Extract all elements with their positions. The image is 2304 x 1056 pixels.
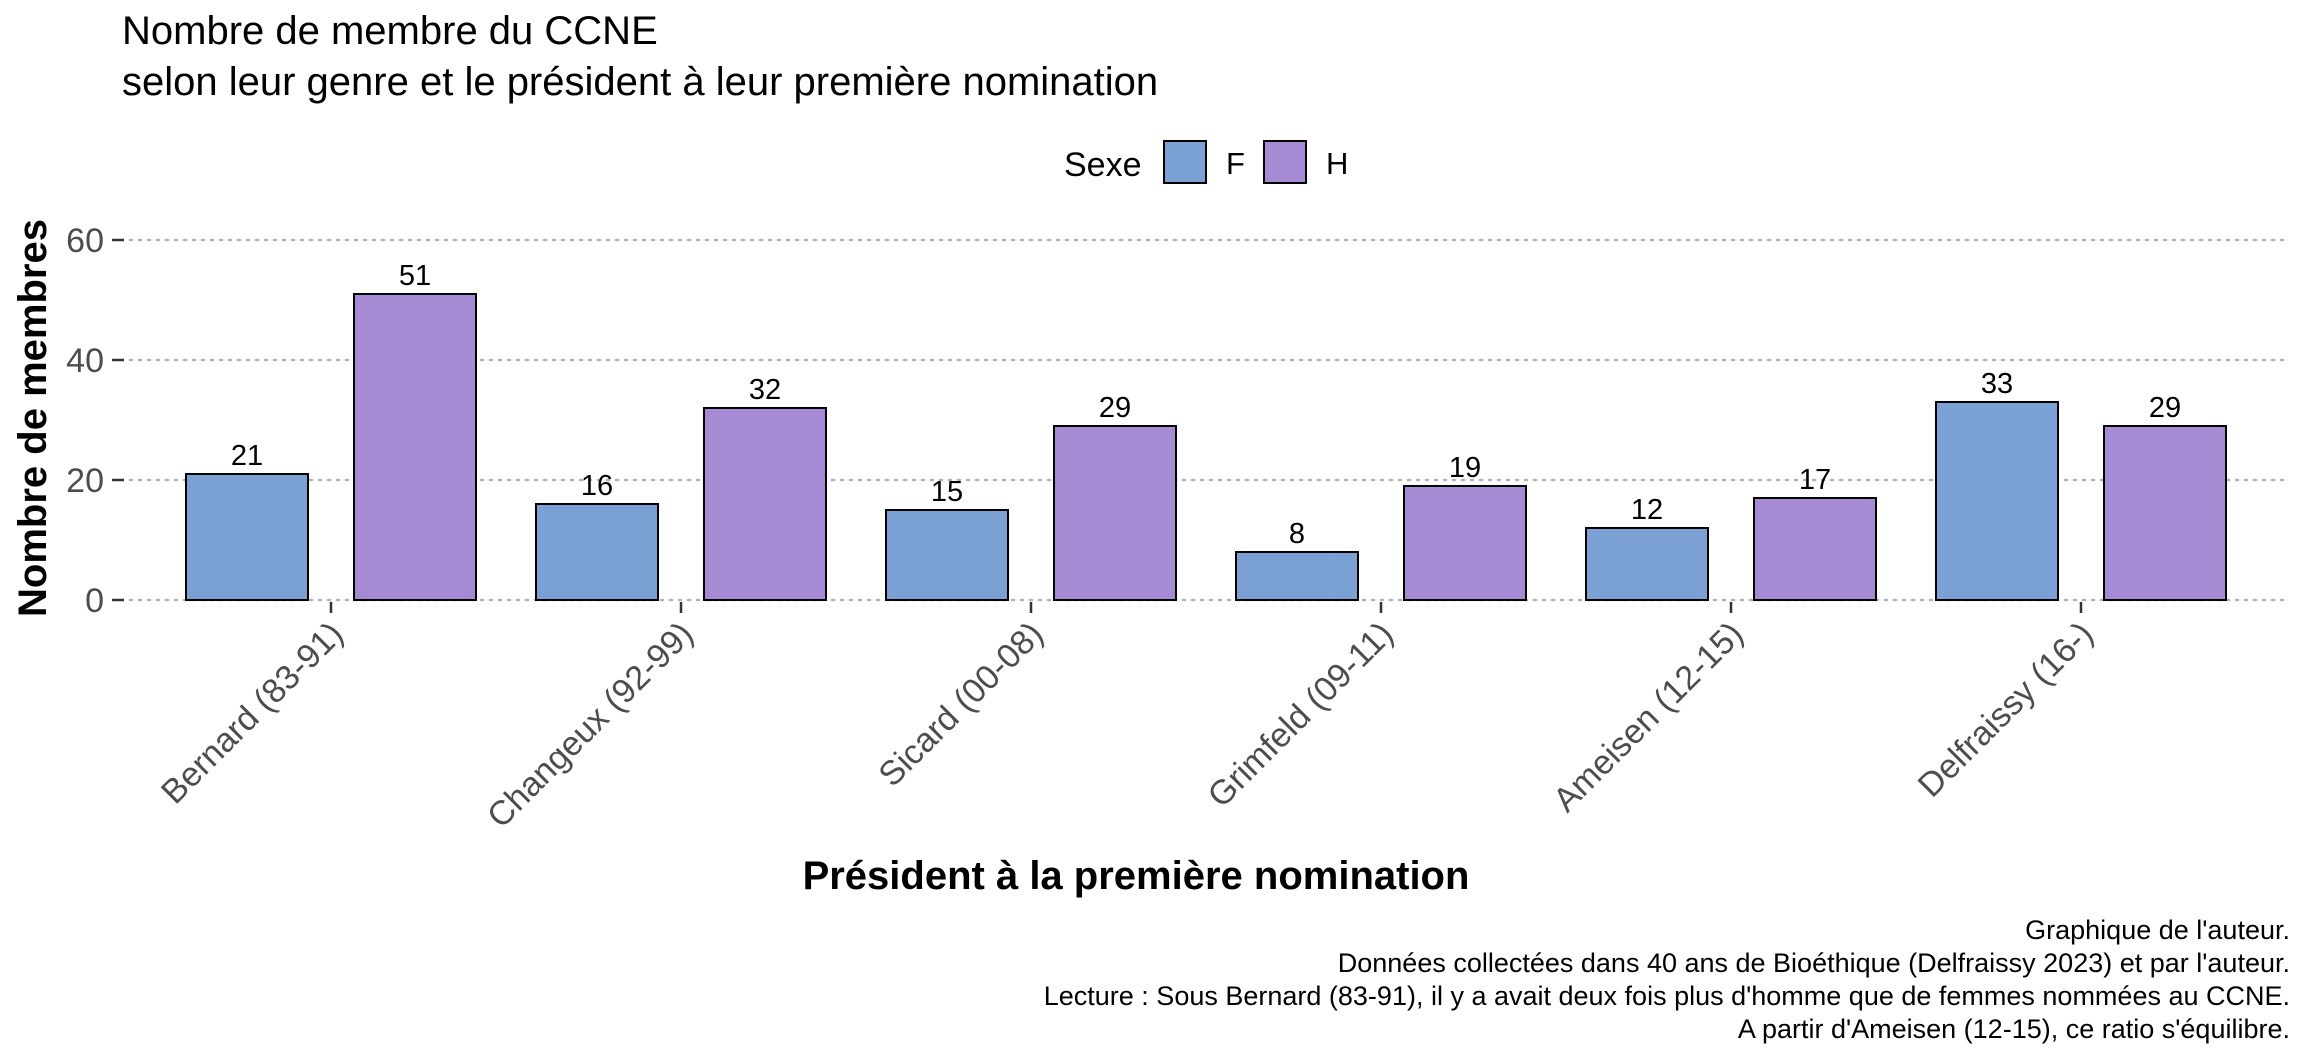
x-axis-title: Président à la première nomination [803,854,1470,898]
caption-line-4: A partir d'Ameisen (12-15), ce ratio s'é… [1738,1014,2290,1044]
bars [185,293,2227,601]
bar-bernard-83-91-h [353,293,477,601]
bar-label-ameisen-12-15-f: 12 [1631,494,1663,526]
bar-label-grimfeld-09-11-h: 19 [1449,452,1481,484]
x-tick-label-grimfeld-09-11: Grimfeld (09-11) [1201,615,1401,815]
y-tick-label-40: 40 [66,342,104,380]
bar-delfraissy-16-f [1935,401,2059,601]
chart-subtitle: selon leur genre et le président à leur … [122,60,1158,104]
legend-swatch-h [1263,140,1307,184]
bar-changeux-92-99-f [535,503,659,601]
x-tick-label-bernard-83-91: Bernard (83-91) [154,615,351,812]
y-tick-label-0: 0 [85,582,104,620]
bar-label-ameisen-12-15-h: 17 [1799,464,1831,496]
x-tick-label-sicard-00-08: Sicard (00-08) [871,615,1050,794]
caption-line-2: Données collectées dans 40 ans de Bioéth… [1338,948,2290,978]
bar-label-grimfeld-09-11-f: 8 [1289,518,1305,550]
legend-title: Sexe [1064,146,1142,184]
legend: Sexe F H [1064,140,1348,184]
bar-ameisen-12-15-f [1585,527,1709,601]
chart-title: Nombre de membre du CCNE [122,9,658,53]
bar-label-changeux-92-99-h: 32 [749,374,781,406]
x-tick-label-ameisen-12-15: Ameisen (12-15) [1546,615,1751,820]
bar-label-bernard-83-91-h: 51 [399,260,431,292]
caption: Graphique de l'auteur. Données collectée… [1044,915,2290,1044]
bar-label-changeux-92-99-f: 16 [581,470,613,502]
y-axis: 0 20 40 60 [66,222,124,620]
bar-bernard-83-91-f [185,473,309,601]
legend-label-f: F [1226,146,1245,181]
gridlines [128,238,2292,602]
y-axis-title: Nombre de membres [11,219,55,617]
x-tick-label-changeux-92-99: Changeux (92-99) [480,615,701,836]
y-tick-label-60: 60 [66,222,104,260]
bar-label-sicard-00-08-h: 29 [1099,392,1131,424]
bar-label-delfraissy-16-h: 29 [2149,392,2181,424]
caption-line-3: Lecture : Sous Bernard (83-91), il y a a… [1044,981,2290,1011]
legend-swatch-f [1163,140,1207,184]
bar-grimfeld-09-11-h [1403,485,1527,601]
caption-line-1: Graphique de l'auteur. [2025,915,2290,945]
bar-ameisen-12-15-h [1753,497,1877,601]
x-tick-label-delfraissy-16: Delfraissy (16-) [1911,615,2101,805]
y-tick-label-20: 20 [66,462,104,500]
bar-value-labels: 21 51 16 32 15 29 8 19 12 17 33 29 [231,260,2181,550]
bar-label-bernard-83-91-f: 21 [231,440,263,472]
bar-grimfeld-09-11-f [1235,551,1359,601]
x-axis: Bernard (83-91) Changeux (92-99) Sicard (0… [154,602,2101,835]
bar-changeux-92-99-h [703,407,827,601]
legend-label-h: H [1326,146,1348,181]
bar-sicard-00-08-h [1053,425,1177,601]
bar-label-sicard-00-08-f: 15 [931,476,963,508]
bar-delfraissy-16-h [2103,425,2227,601]
bar-sicard-00-08-f [885,509,1009,601]
bar-label-delfraissy-16-f: 33 [1981,368,2013,400]
